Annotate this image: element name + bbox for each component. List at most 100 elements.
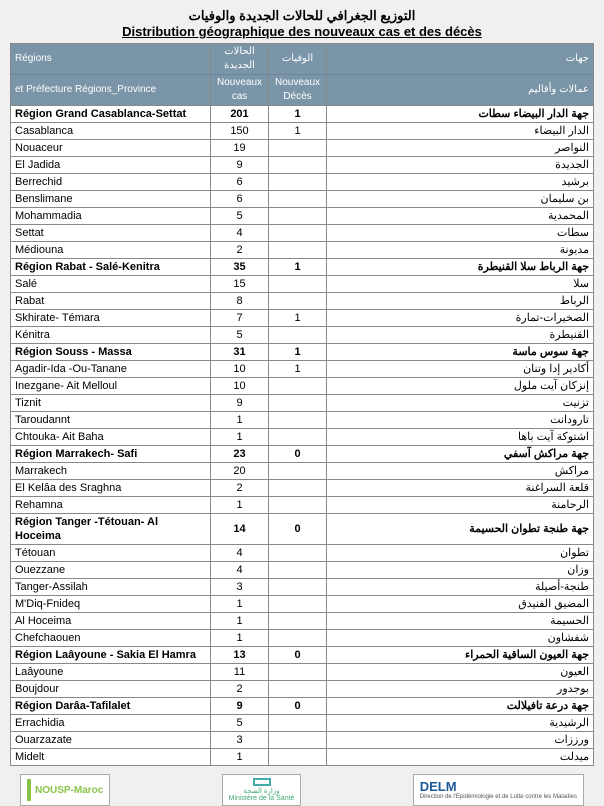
cell-ar: العيون (327, 664, 594, 681)
cell-dec (269, 276, 327, 293)
cell-fr: Tanger-Assilah (11, 579, 211, 596)
cell-ar: مراكش (327, 463, 594, 480)
cell-cas: 9 (211, 698, 269, 715)
cell-ar: سلا (327, 276, 594, 293)
cell-dec (269, 395, 327, 412)
cell-ar: اشتوكة آيت باها (327, 429, 594, 446)
footer-logos: NOUSP-Maroc وزارة الصحة Ministère de la … (10, 774, 594, 806)
table-row: Ouarzazate3ورززات (11, 732, 594, 749)
cell-fr: Tétouan (11, 545, 211, 562)
cell-cas: 1 (211, 613, 269, 630)
cell-cas: 7 (211, 310, 269, 327)
cell-fr: Inezgane- Ait Melloul (11, 378, 211, 395)
header-cas-ar: الحالات الجديدة (211, 44, 269, 75)
cell-fr: El Kelâa des Sraghna (11, 480, 211, 497)
cell-dec (269, 613, 327, 630)
cell-dec (269, 174, 327, 191)
table-row: Région Darâa-Tafilalet90جهة درعة تافيلال… (11, 698, 594, 715)
cell-cas: 9 (211, 395, 269, 412)
cell-dec (269, 732, 327, 749)
table-row: Région Rabat - Salé-Kenitra351جهة الرباط… (11, 259, 594, 276)
cell-cas: 1 (211, 497, 269, 514)
table-row: Benslimane6بن سليمان (11, 191, 594, 208)
table-row: Inezgane- Ait Melloul10إنزكان آيت ملول (11, 378, 594, 395)
table-row: Chtouka- Ait Baha1اشتوكة آيت باها (11, 429, 594, 446)
cell-cas: 20 (211, 463, 269, 480)
table-row: Chefchaouen1شفشاون (11, 630, 594, 647)
cell-fr: Rehamna (11, 497, 211, 514)
header-regions-ar: جهات (327, 44, 594, 75)
cell-dec (269, 497, 327, 514)
cell-ar: جهة الدار البيضاء سطات (327, 106, 594, 123)
table-row: Rehamna1 الرحامنة (11, 497, 594, 514)
cell-dec (269, 579, 327, 596)
cell-ar: بوجدور (327, 681, 594, 698)
table-row: Nouaceur19النواصر (11, 140, 594, 157)
cell-dec (269, 412, 327, 429)
cell-fr: Médiouna (11, 242, 211, 259)
cell-ar: إنزكان آيت ملول (327, 378, 594, 395)
cell-cas: 4 (211, 562, 269, 579)
cell-fr: Benslimane (11, 191, 211, 208)
cell-dec (269, 480, 327, 497)
table-row: Marrakech20مراكش (11, 463, 594, 480)
cell-ar: النواصر (327, 140, 594, 157)
cell-ar: جهة مراكش آسفي (327, 446, 594, 463)
cell-ar: الرشيدية (327, 715, 594, 732)
header-dec-ar: الوفيات (269, 44, 327, 75)
logo-delm: DELM Direction de l'Epidémiologie et de … (413, 774, 584, 806)
table-row: Mohammadia5المحمدية (11, 208, 594, 225)
cell-dec: 0 (269, 647, 327, 664)
cell-dec: 1 (269, 123, 327, 140)
header-regions-fr: Régions (11, 44, 211, 75)
cell-ar: مديونة (327, 242, 594, 259)
cell-cas: 2 (211, 242, 269, 259)
cell-ar: جهة طنجة تطوان الحسيمة (327, 514, 594, 545)
cell-ar: جهة درعة تافيلالت (327, 698, 594, 715)
cell-cas: 3 (211, 732, 269, 749)
cell-ar: أكادير إدا وتنان (327, 361, 594, 378)
cell-fr: Région Souss - Massa (11, 344, 211, 361)
cell-dec (269, 191, 327, 208)
cell-dec: 0 (269, 514, 327, 545)
cell-dec (269, 545, 327, 562)
cell-fr: Casablanca (11, 123, 211, 140)
cell-dec (269, 562, 327, 579)
cell-fr: Midelt (11, 749, 211, 766)
table-row: M'Diq-Fnideq1المضيق الفنيدق (11, 596, 594, 613)
table-row: El Jadida9الجديدة (11, 157, 594, 174)
title-french: Distribution géographique des nouveaux c… (10, 24, 594, 39)
cell-fr: Al Hoceima (11, 613, 211, 630)
cell-fr: Région Grand Casablanca-Settat (11, 106, 211, 123)
cell-dec (269, 208, 327, 225)
cell-dec (269, 293, 327, 310)
cell-dec (269, 225, 327, 242)
cell-dec: 1 (269, 310, 327, 327)
cell-dec (269, 242, 327, 259)
cell-fr: Chtouka- Ait Baha (11, 429, 211, 446)
cell-dec (269, 596, 327, 613)
header-cas-fr: Nouveaux cas (211, 75, 269, 106)
cell-fr: Mohammadia (11, 208, 211, 225)
cell-ar: الرحامنة (327, 497, 594, 514)
cell-cas: 2 (211, 681, 269, 698)
cell-fr: Ouarzazate (11, 732, 211, 749)
table-row: Laâyoune11العيون (11, 664, 594, 681)
cell-dec (269, 664, 327, 681)
cell-ar: الجديدة (327, 157, 594, 174)
table-row: Al Hoceima1الحسيمة (11, 613, 594, 630)
logo-ministry: وزارة الصحة Ministère de la Santé (222, 774, 302, 806)
cell-fr: Ouezzane (11, 562, 211, 579)
table-row: Région Grand Casablanca-Settat2011جهة ال… (11, 106, 594, 123)
cell-fr: Région Darâa-Tafilalet (11, 698, 211, 715)
cell-dec (269, 378, 327, 395)
table-row: Kénitra5القنيطرة (11, 327, 594, 344)
cell-fr: Agadir-Ida -Ou-Tanane (11, 361, 211, 378)
cell-fr: Errachidia (11, 715, 211, 732)
distribution-table: Régions الحالات الجديدة الوفيات جهات et … (10, 43, 594, 766)
cell-cas: 1 (211, 412, 269, 429)
cell-cas: 150 (211, 123, 269, 140)
table-row: Taroudannt1تارودانت (11, 412, 594, 429)
cell-fr: Rabat (11, 293, 211, 310)
cell-ar: وزان (327, 562, 594, 579)
